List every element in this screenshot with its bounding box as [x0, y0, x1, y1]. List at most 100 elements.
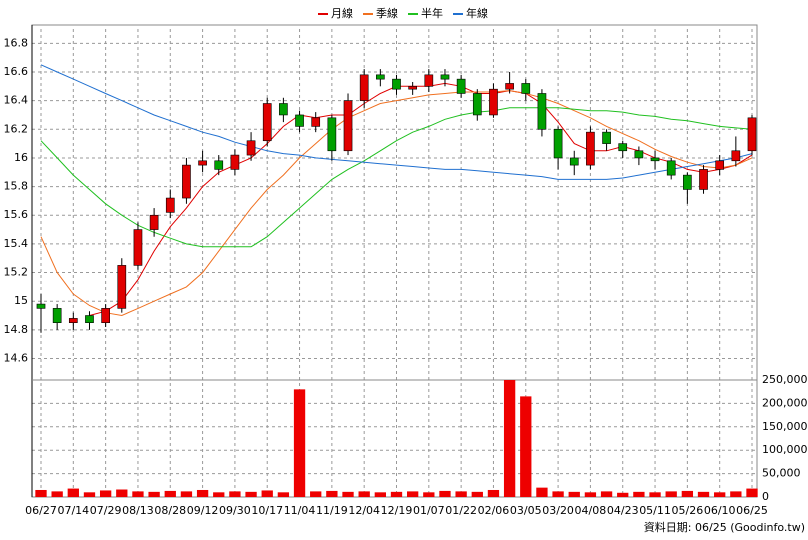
candle-body: [117, 265, 127, 309]
x-tick-label: 10/17: [251, 504, 283, 517]
y-tick-label: 16.4: [4, 94, 29, 107]
volume-bar: [633, 491, 645, 497]
volume-bar: [99, 490, 112, 497]
volume-bar: [697, 491, 710, 497]
x-tick-label: 12/19: [381, 504, 413, 517]
y-tick-label: 15.4: [4, 237, 29, 250]
candle-body: [68, 318, 78, 323]
x-tick-label: 07/14: [57, 504, 89, 517]
ma-line: [40, 90, 753, 317]
volume-bar: [455, 491, 467, 497]
candle-body: [279, 103, 288, 116]
x-tick-label: 06/27: [25, 504, 57, 517]
volume-bar: [600, 491, 613, 497]
volume-bar: [277, 492, 290, 497]
candle-body: [440, 74, 450, 80]
candle-body: [214, 160, 224, 170]
ma-line: [40, 107, 753, 248]
x-tick-label: 11/04: [284, 504, 316, 517]
candle-body: [569, 157, 579, 166]
volume-tick-label: 100,000: [762, 443, 808, 456]
candle-body: [424, 74, 434, 87]
candle-body: [198, 160, 207, 166]
x-tick-label: 05/11: [639, 504, 671, 517]
volume-tick-label: 0: [762, 490, 769, 503]
x-tick-label: 04/08: [575, 504, 607, 517]
footer: 資料日期: 06/25 (Goodinfo.tw): [644, 520, 805, 534]
volume-bar: [487, 489, 500, 497]
volume-bar: [51, 491, 63, 497]
candle-body: [521, 83, 531, 94]
candle-body: [731, 150, 741, 162]
ma-line: [40, 64, 753, 180]
volume-bar: [407, 491, 419, 497]
candle-body: [295, 114, 304, 127]
candle-body: [182, 164, 191, 199]
x-tick-label: 08/13: [122, 504, 154, 517]
volume-bar: [116, 489, 128, 497]
y-tick-label: 16: [14, 151, 28, 164]
x-tick-label: 02/06: [478, 504, 510, 517]
x-tick-label: 01/22: [445, 504, 477, 517]
y-tick-label: 15.8: [4, 180, 29, 193]
candle-body: [618, 143, 628, 152]
y-tick-label: 14.6: [4, 352, 29, 365]
volume-bar: [520, 396, 532, 497]
candle-body: [327, 117, 337, 152]
candle-body: [36, 303, 46, 309]
volume-bar: [132, 491, 144, 497]
volume-bar: [67, 488, 79, 497]
volume-bar: [245, 491, 257, 497]
y-tick-label: 15.2: [4, 266, 29, 279]
candle-body: [586, 131, 595, 166]
volume-bar: [617, 492, 629, 497]
candle-body: [133, 229, 143, 266]
candle-body: [650, 157, 660, 162]
candle-body: [489, 88, 498, 116]
volume-tick-label: 50,000: [762, 467, 801, 480]
legend-label: 年線: [466, 6, 488, 20]
volume-tick-label: 150,000: [762, 420, 808, 433]
y-tick-label: 14.8: [4, 323, 29, 336]
volume-bar: [326, 490, 338, 497]
candle-body: [666, 160, 676, 176]
volume-bar: [35, 489, 47, 497]
volume-bar: [358, 491, 370, 497]
x-tick-label: 05/26: [672, 504, 704, 517]
y-tick-label: 15: [14, 294, 28, 307]
x-tick-label: 11/19: [316, 504, 348, 517]
candle-body: [683, 174, 692, 190]
volume-bar: [83, 492, 96, 497]
volume-bar: [164, 490, 176, 497]
x-tick-label: 12/04: [348, 504, 380, 517]
legend-label: 月線: [331, 6, 353, 20]
x-tick-label: 07/29: [90, 504, 122, 517]
volume-bar: [229, 491, 241, 497]
volume-bar: [180, 491, 193, 497]
volume-tick-label: 250,000: [762, 373, 808, 386]
x-tick-label: 08/28: [154, 504, 186, 517]
candle-body: [149, 214, 159, 230]
volume-bar: [148, 491, 160, 497]
candle-body: [52, 308, 62, 323]
volume-bar: [310, 491, 322, 497]
candle-body: [747, 117, 757, 152]
candle-body: [472, 93, 482, 116]
y-tick-label: 16.2: [4, 122, 29, 135]
volume-bar: [342, 491, 354, 497]
volume-bar: [681, 490, 694, 497]
x-tick-label: 06/10: [704, 504, 736, 517]
y-tick-label: 16.8: [4, 36, 29, 49]
volume-bar: [261, 490, 273, 497]
candle-body: [165, 197, 175, 213]
volume-bar: [552, 491, 564, 497]
volume-bar: [213, 492, 225, 497]
y-tick-label: 16.6: [4, 65, 29, 78]
volume-bar: [374, 492, 386, 497]
volume-bar: [568, 491, 580, 497]
x-tick-label: 06/25: [736, 504, 768, 517]
volume-bar: [390, 491, 403, 497]
candle-body: [456, 78, 466, 94]
candle-body: [343, 100, 353, 152]
